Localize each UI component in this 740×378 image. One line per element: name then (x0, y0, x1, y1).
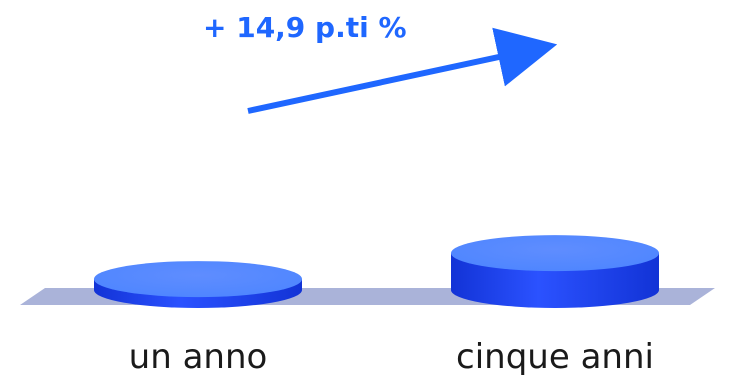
bar-1: 74,1 (94, 156, 302, 308)
trend-arrow (247, 27, 558, 114)
bar-2: 89,0 (451, 136, 659, 308)
category-label: cinque anni (456, 337, 654, 377)
data-label: 74,1 (144, 156, 253, 207)
bar-top (451, 235, 659, 272)
bar-top (94, 261, 302, 298)
category-label: un anno (129, 337, 268, 377)
data-label: 89,0 (501, 136, 610, 187)
category-labels: un anno cinque anni (129, 337, 654, 377)
bars-layer: 74,1 89,0 (94, 136, 659, 308)
change-annotation: + 14,9 p.ti % (203, 11, 407, 44)
